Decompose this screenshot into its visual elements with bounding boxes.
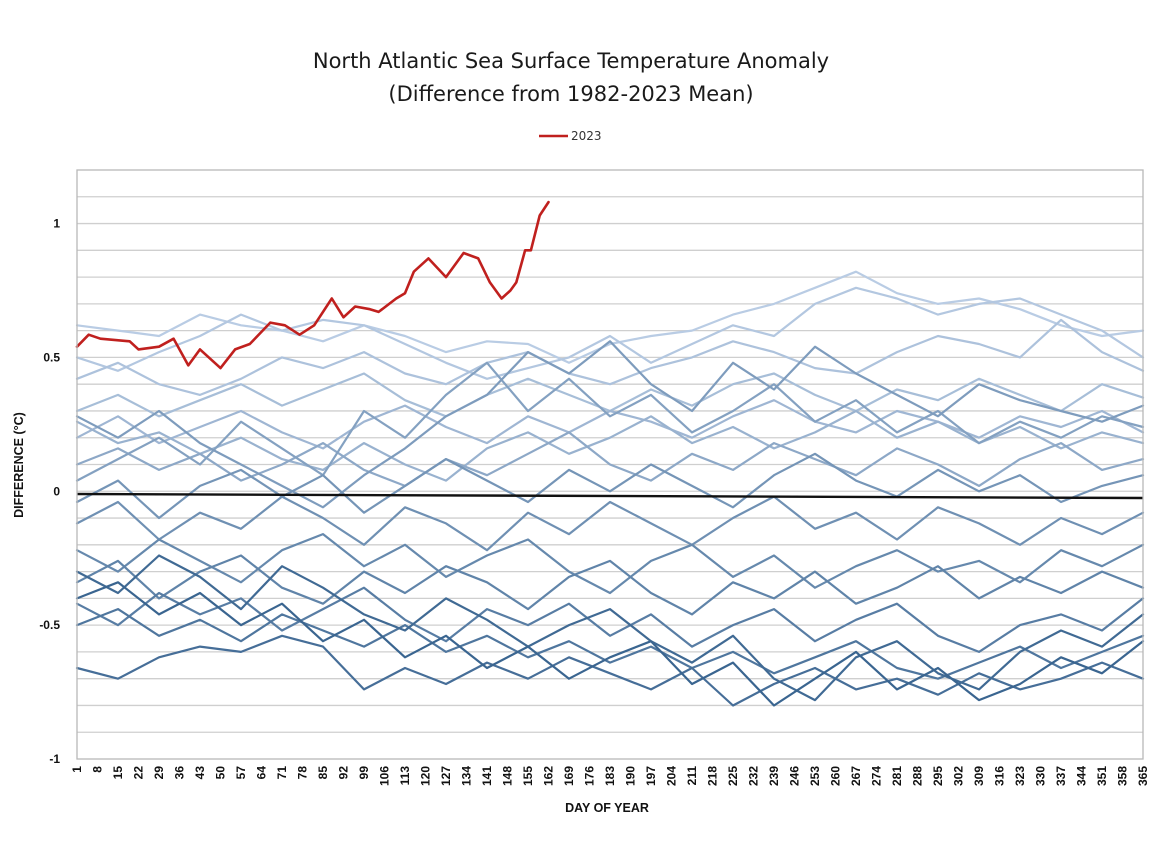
x-tick-label: 78	[296, 766, 310, 780]
x-tick-label: 274	[870, 766, 884, 786]
x-tick-label: 211	[685, 766, 699, 786]
background-series-line-12	[75, 554, 1145, 616]
background-series-line-7	[75, 361, 1145, 482]
background-series	[75, 270, 1145, 707]
series-line-2023	[75, 200, 550, 370]
x-tick-label: 302	[952, 766, 966, 786]
background-series-line-5	[75, 409, 1145, 482]
y-axis-label: DIFFERENCE (°C)	[12, 412, 26, 518]
x-tick-label: 337	[1054, 766, 1068, 786]
chart-title: North Atlantic Sea Surface Temperature A…	[313, 49, 829, 73]
x-tick-label: 260	[829, 766, 843, 786]
x-tick-label: 64	[255, 766, 269, 780]
x-tick-label: 351	[1095, 766, 1109, 786]
mean-line	[76, 492, 1144, 500]
x-tick-label: 316	[993, 766, 1007, 786]
x-tick-label: 281	[890, 766, 904, 786]
x-tick-label: 113	[398, 766, 412, 786]
x-tick-label: 309	[972, 766, 986, 786]
chart-subtitle: (Difference from 1982-2023 Mean)	[388, 82, 753, 106]
x-tick-label: 29	[152, 766, 166, 780]
x-tick-label: 43	[193, 766, 207, 780]
x-tick-label: 330	[1034, 766, 1048, 786]
background-series-line-2	[75, 318, 1145, 396]
x-tick-label: 344	[1075, 766, 1089, 786]
x-tick-label: 197	[644, 766, 658, 786]
background-series-line-10	[75, 495, 1145, 552]
x-tick-label: 253	[808, 766, 822, 786]
x-tick-label: 169	[562, 766, 576, 786]
x-tick-label: 190	[624, 766, 638, 786]
highlight-series-group	[75, 200, 550, 370]
background-series-line-9	[75, 452, 1145, 520]
y-tick-label: 1	[53, 217, 60, 231]
background-series-line-15	[75, 634, 1145, 707]
x-tick-label: 92	[337, 766, 351, 780]
x-tick-label: 239	[767, 766, 781, 786]
x-tick-label: 288	[911, 766, 925, 786]
x-tick-label: 148	[501, 766, 515, 786]
background-series-line-6	[75, 431, 1145, 487]
x-tick-label: 134	[460, 766, 474, 786]
y-tick-label: -1	[49, 752, 60, 766]
x-tick-label: 232	[747, 766, 761, 786]
x-tick-label: 8	[91, 766, 105, 773]
x-tick-label: 204	[665, 766, 679, 786]
y-tick-label: -0.5	[39, 618, 60, 632]
x-tick-label: 218	[706, 766, 720, 786]
x-tick-label: 365	[1136, 766, 1150, 786]
x-tick-label: 50	[214, 766, 228, 780]
x-tick-label: 99	[357, 766, 371, 780]
y-tick-label: 0	[53, 484, 60, 498]
y-tick-label: 0.5	[43, 350, 60, 364]
legend-label-2023: 2023	[571, 129, 602, 143]
x-tick-label: 162	[542, 766, 556, 786]
background-series-line-1	[75, 286, 1145, 380]
x-tick-label: 267	[849, 766, 863, 786]
x-tick-label: 57	[234, 766, 248, 780]
x-tick-label: 246	[788, 766, 802, 786]
background-series-line-0	[75, 270, 1145, 364]
legend: 2023	[539, 129, 602, 143]
background-series-line-16	[75, 554, 1145, 702]
x-tick-label: 85	[316, 766, 330, 780]
x-axis-label: DAY OF YEAR	[565, 801, 649, 815]
x-tick-label: 176	[583, 766, 597, 786]
x-tick-label: 120	[419, 766, 433, 786]
x-tick-label: 22	[132, 766, 146, 780]
x-tick-label: 71	[275, 766, 289, 780]
x-tick-label: 358	[1116, 766, 1130, 786]
background-series-line-17	[75, 581, 1145, 707]
background-series-line-14	[75, 608, 1145, 680]
x-tick-label: 106	[378, 766, 392, 786]
x-tick-label: 225	[726, 766, 740, 786]
y-tick-labels: 1 0.5 0 -0.5 -1	[39, 217, 60, 766]
x-tick-label: 141	[480, 766, 494, 786]
plot-frame	[76, 169, 1144, 760]
x-tick-label: 295	[931, 766, 945, 786]
background-series-line-13	[75, 586, 1145, 653]
background-series-line-11	[75, 533, 1145, 595]
mean-line-group	[76, 492, 1144, 500]
x-tick-label: 155	[521, 766, 535, 786]
x-tick-label: 15	[111, 766, 125, 780]
x-tick-labels: 1 8 15 22 29 36 43 50 57 64 71 78 85 92 99 106 113 120 127…	[70, 766, 1150, 786]
x-tick-label: 183	[603, 766, 617, 786]
x-tick-label: 1	[70, 766, 84, 773]
x-tick-label: 127	[439, 766, 453, 786]
x-tick-label: 36	[173, 766, 187, 780]
background-series-line-8	[75, 340, 1145, 509]
x-tick-label: 323	[1013, 766, 1027, 786]
